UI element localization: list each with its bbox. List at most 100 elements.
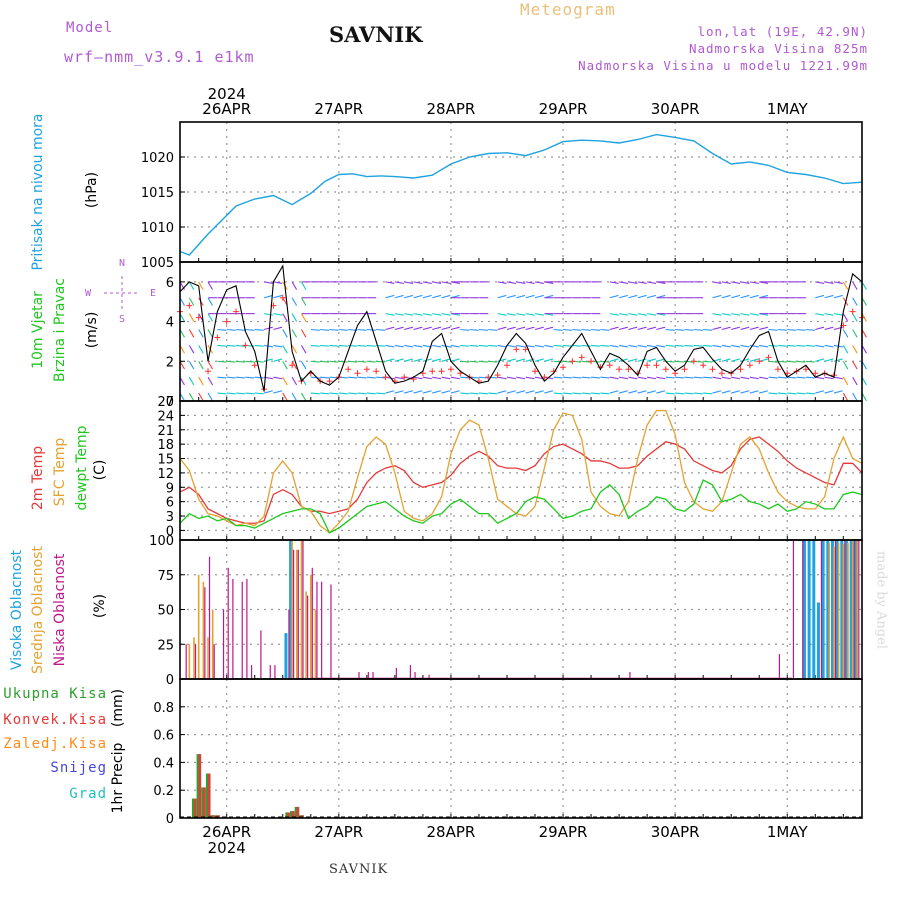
gust-marker-11 (279, 294, 286, 301)
wind-barb (254, 328, 264, 331)
wind-barb (236, 376, 246, 379)
wind-barb (207, 313, 214, 322)
wind-barb (394, 326, 404, 331)
wind-barb (759, 390, 769, 394)
wind-barb (300, 281, 307, 290)
wind-barb (348, 376, 358, 379)
wind-barb (646, 326, 656, 331)
wind-barb (516, 358, 526, 362)
wind-barb (188, 281, 195, 290)
wind-barb (749, 294, 759, 299)
footer-credit: made by Angel (873, 551, 889, 649)
wind-speed-line (179, 264, 863, 392)
wind-barb (376, 360, 386, 363)
ytick-label-2-7: 21 (157, 424, 174, 439)
wind-barb (320, 360, 330, 363)
wind-barb (310, 344, 320, 347)
wind-barb (432, 376, 442, 380)
wind-barb (291, 313, 298, 322)
gust-marker-51 (653, 362, 660, 369)
wind-barb (534, 326, 544, 331)
wind-barb (721, 281, 731, 284)
wind-barb (422, 326, 432, 331)
wind-barb (740, 344, 750, 348)
wind-barb (198, 392, 204, 402)
wind-barb (441, 390, 451, 394)
wind-barb (815, 358, 825, 362)
gust-marker-5 (223, 318, 230, 325)
wind-barb (226, 344, 236, 347)
wind-barb (852, 376, 858, 386)
bottom-date-label-2: 28APR (427, 823, 476, 841)
wind-barb (329, 360, 339, 363)
wind-barb (562, 376, 573, 379)
wind-dir-E: E (150, 288, 156, 299)
wind-barb (591, 344, 601, 347)
wind-barb (394, 344, 404, 348)
wind-barb (581, 392, 591, 395)
wind-barb (675, 392, 685, 395)
wind-barb (693, 328, 703, 331)
wind-barb (553, 376, 563, 379)
wind-barb (824, 313, 834, 316)
wind-barb (273, 326, 283, 331)
wind-barb (815, 294, 825, 299)
wind-barb (842, 313, 849, 322)
wind-barb (525, 281, 535, 284)
gust-marker-28 (438, 368, 445, 375)
wind-barb (506, 376, 516, 380)
wind-barb (675, 376, 685, 379)
wind-barb (618, 390, 628, 394)
wind-barb (441, 326, 451, 331)
gust-marker-41 (560, 364, 567, 371)
wind-barb (207, 329, 214, 338)
wind-barb (637, 281, 647, 284)
wind-barb (198, 281, 204, 290)
wind-barb (581, 328, 591, 331)
wind-barb (245, 376, 255, 379)
ytick-label-1-0: 0 (166, 395, 174, 410)
wind-barb (787, 392, 797, 395)
wind-barb (450, 326, 460, 331)
top-date-label-4: 30APR (651, 100, 700, 118)
wind-barb (740, 376, 750, 380)
wind-barb (291, 392, 298, 402)
gust-marker-64 (774, 366, 781, 373)
ytick-label-4-2: 0.4 (153, 756, 174, 771)
wind-barb (291, 297, 298, 306)
wind-barb (562, 328, 573, 331)
wind-barb (188, 345, 195, 354)
wind-barb (619, 376, 629, 380)
wind-barb (394, 313, 404, 316)
wind-barb (675, 360, 685, 363)
bottom-date-label-3: 29APR (539, 823, 588, 841)
wind-barb (198, 361, 204, 370)
wind-barb (749, 344, 759, 348)
wind-barb (693, 376, 703, 379)
wind-barb (740, 326, 750, 331)
wind-barb (385, 326, 395, 331)
wind-barb (310, 360, 320, 363)
wind-barb (404, 358, 414, 362)
wind-barb (198, 329, 204, 338)
gust-marker-7 (242, 342, 249, 349)
wind-barb (665, 328, 675, 331)
gust-marker-12 (289, 362, 296, 369)
wind-barb (656, 358, 666, 362)
wind-barb (282, 345, 288, 354)
wind-barb (226, 376, 236, 379)
wind-unit: (m/s) (84, 311, 100, 349)
wind-barb (488, 360, 498, 363)
wind-barb (637, 294, 647, 299)
wind-barb (422, 390, 432, 394)
wind-barb (432, 313, 442, 316)
wind-barb (712, 281, 722, 284)
ytick-label-2-3: 9 (166, 481, 174, 496)
wind-barb (553, 328, 563, 331)
wind-barb (646, 294, 656, 299)
wind-barb (637, 326, 647, 331)
wind-barb (348, 392, 358, 395)
wind-barb (497, 344, 507, 348)
wind-barb (815, 326, 825, 331)
